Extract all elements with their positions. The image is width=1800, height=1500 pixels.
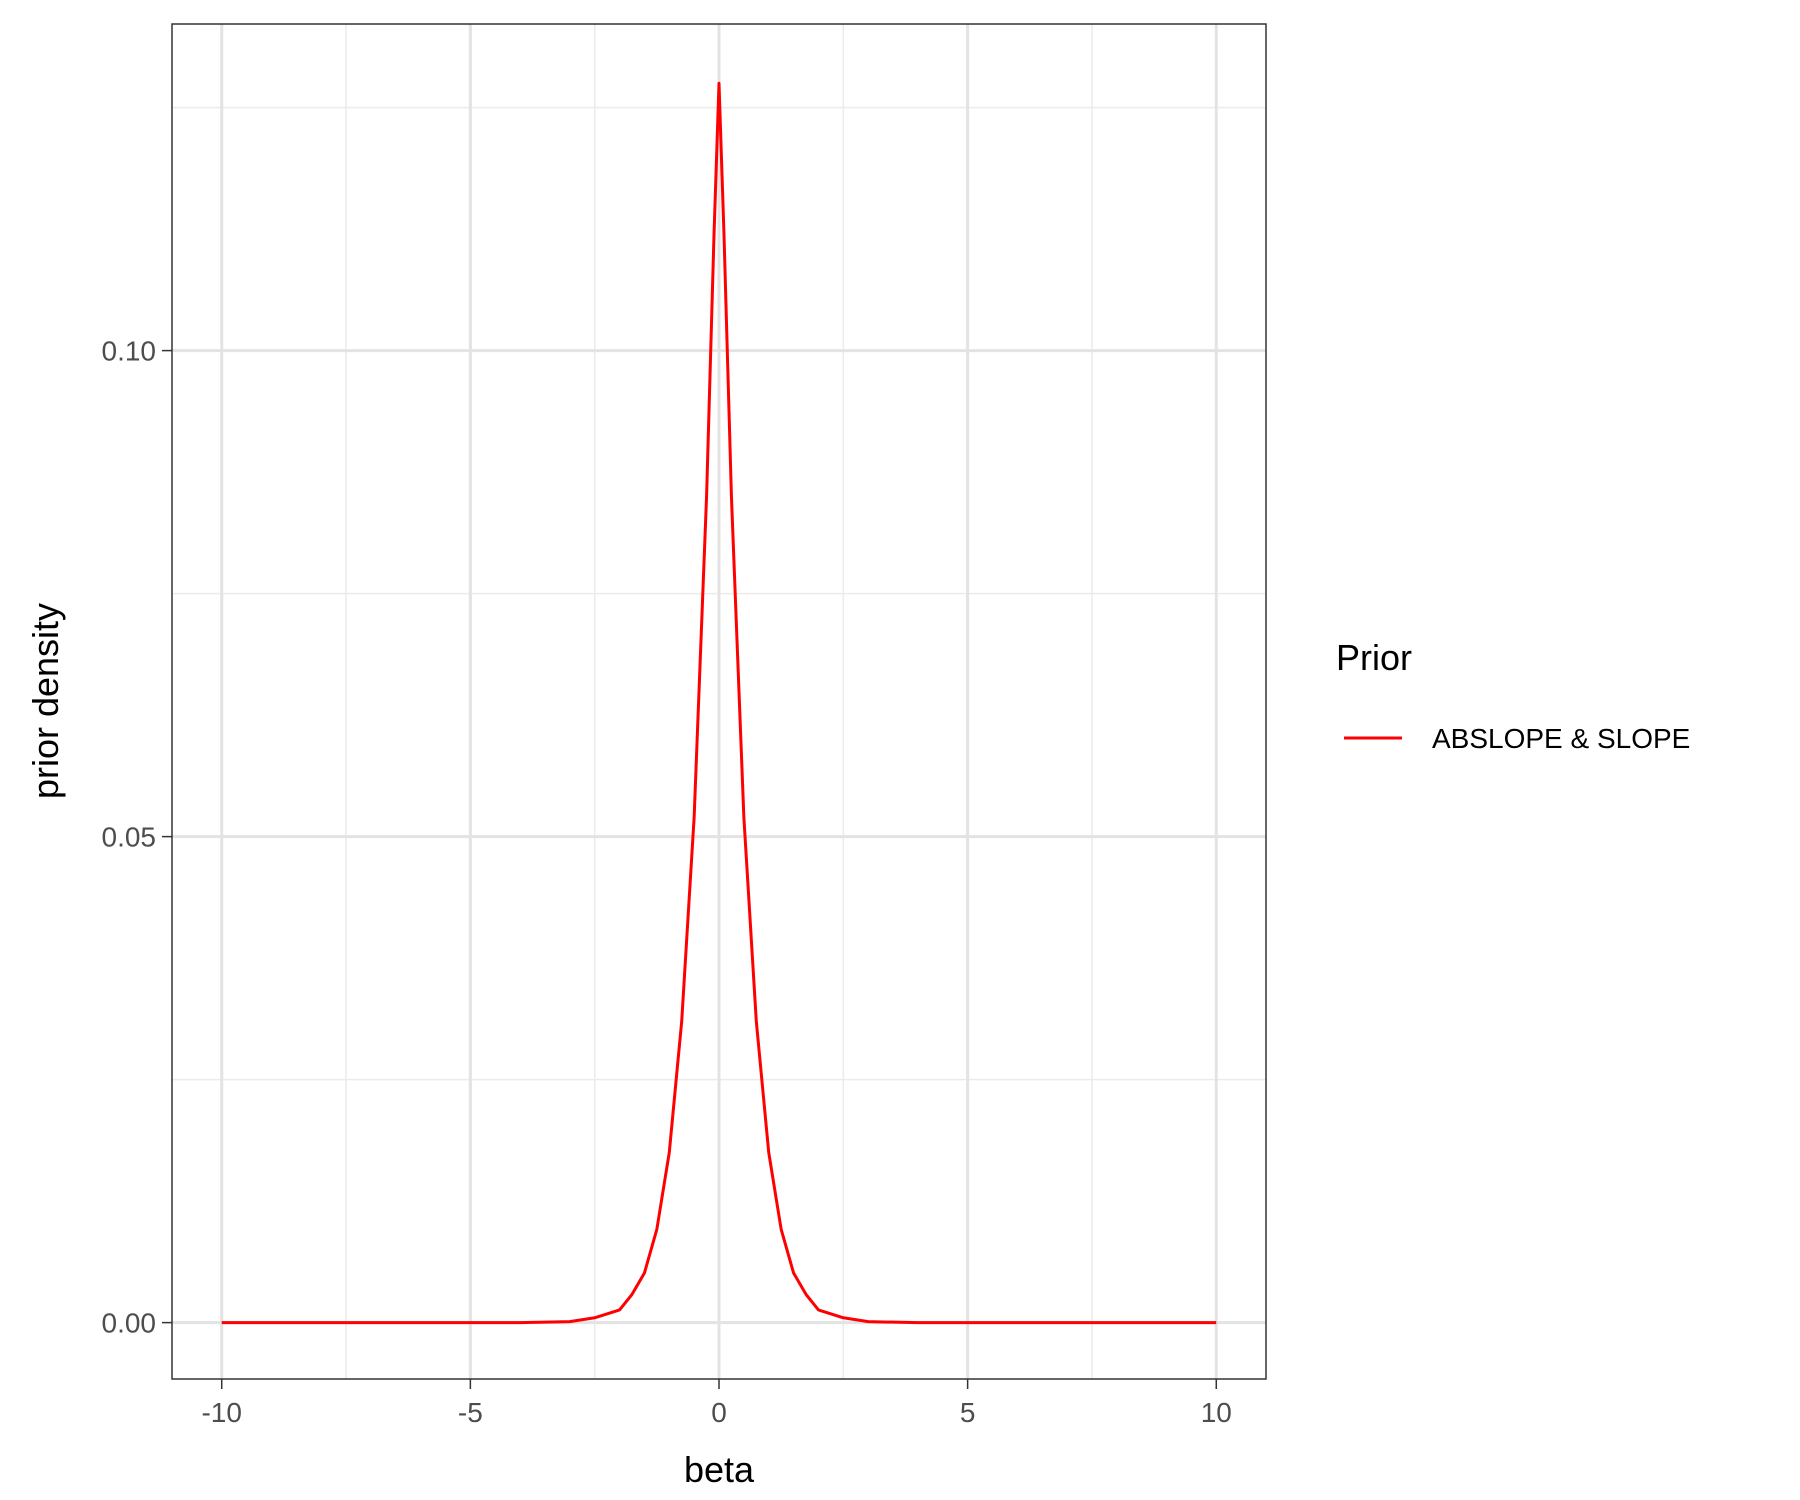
x-tick-label-10: 10 [1201, 1397, 1232, 1428]
x-axis: -10 -5 0 5 10 [201, 1379, 1232, 1428]
y-tick-label-0-10: 0.10 [102, 336, 157, 367]
x-tick-label-5: 5 [960, 1397, 976, 1428]
series-layer [221, 81, 1217, 1325]
x-axis-title: beta [684, 1449, 755, 1490]
x-tick-label-5: -5 [458, 1397, 483, 1428]
x-tick-label-10: -10 [201, 1397, 241, 1428]
legend-title: Prior [1336, 637, 1412, 678]
major-grid [172, 24, 1266, 1379]
y-tick-label-0-00: 0.00 [102, 1308, 157, 1339]
y-tick-label-0-05: 0.05 [102, 822, 157, 853]
series-line-abslope-slope [221, 81, 1217, 1325]
y-axis: 0.00 0.05 0.10 [102, 336, 172, 1339]
x-tick-label-0: 0 [711, 1397, 727, 1428]
y-axis-title: prior density [25, 603, 66, 799]
legend-label-abslope-slope: ABSLOPE & SLOPE [1432, 723, 1690, 754]
legend: Prior ABSLOPE & SLOPE [1336, 637, 1690, 754]
